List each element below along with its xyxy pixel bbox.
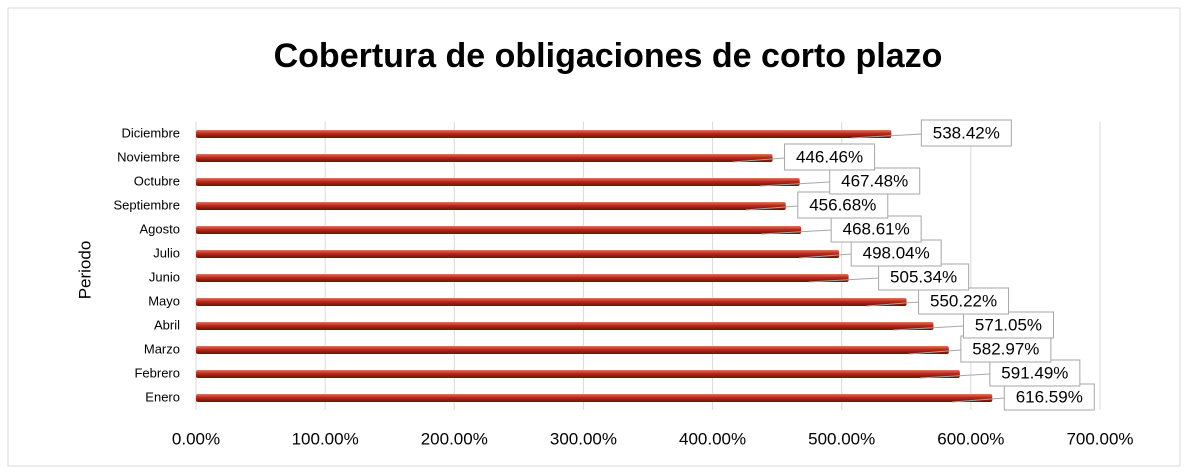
x-tick-label: 200.00%	[421, 429, 488, 448]
y-tick-label: Julio	[153, 245, 180, 260]
bar	[196, 130, 892, 138]
data-label-box	[962, 311, 1054, 339]
data-label: 467.48%	[841, 171, 908, 190]
y-tick-label: Noviembre	[117, 149, 180, 164]
x-tick-label: 700.00%	[1066, 429, 1133, 448]
leader-line	[851, 133, 922, 139]
y-tick-label: Febrero	[134, 365, 180, 380]
data-label: 571.05%	[975, 315, 1042, 334]
leader-line	[952, 397, 1005, 403]
y-tick-label: Agosto	[140, 221, 180, 236]
data-label: 505.34%	[890, 267, 957, 286]
y-tick-label: Junio	[149, 269, 180, 284]
leader-line	[919, 373, 990, 379]
y-tick-label: Mayo	[148, 293, 180, 308]
leader-line	[745, 205, 798, 211]
data-label-box	[850, 239, 942, 267]
data-label: 538.42%	[933, 123, 1000, 142]
data-label: 582.97%	[972, 339, 1039, 358]
bar	[196, 322, 934, 330]
y-tick-label: Octubre	[134, 173, 180, 188]
data-label: 616.59%	[1016, 387, 1083, 406]
data-label-box	[797, 191, 889, 219]
chart-frame	[7, 7, 1181, 467]
y-tick-label: Marzo	[144, 341, 180, 356]
leader-line	[799, 253, 852, 259]
data-label: 550.22%	[930, 291, 997, 310]
data-label-box	[918, 287, 1010, 315]
x-tick-label: 300.00%	[550, 429, 617, 448]
y-tick-label: Enero	[145, 389, 180, 404]
data-label-box	[920, 119, 1012, 147]
y-tick-label: Diciembre	[121, 125, 180, 140]
data-label-box	[829, 167, 921, 195]
leader-line	[908, 349, 961, 355]
x-tick-label: 600.00%	[937, 429, 1004, 448]
data-label-box	[830, 215, 922, 243]
data-label-box	[960, 335, 1052, 363]
bar	[196, 250, 840, 258]
chart-title: Cobertura de obligaciones de corto plazo	[274, 37, 943, 75]
y-axis-label: Periodo	[75, 241, 94, 300]
data-label: 456.68%	[809, 195, 876, 214]
leader-line	[759, 181, 830, 187]
data-label-box	[989, 359, 1081, 387]
bar	[196, 202, 786, 210]
data-label: 498.04%	[863, 243, 930, 262]
bar	[196, 178, 800, 186]
leader-line	[893, 325, 964, 331]
data-label-box	[784, 143, 876, 171]
data-label-box	[878, 263, 970, 291]
leader-line	[808, 277, 879, 283]
bar	[196, 154, 773, 162]
x-tick-label: 500.00%	[808, 429, 875, 448]
leader-line	[761, 229, 832, 235]
bar	[196, 346, 949, 354]
data-label: 446.46%	[796, 147, 863, 166]
data-label: 591.49%	[1001, 363, 1068, 382]
x-tick-label: 100.00%	[292, 429, 359, 448]
bar	[196, 298, 907, 306]
bar	[196, 226, 802, 234]
y-tick-label: Abril	[154, 317, 180, 332]
leader-line	[866, 301, 919, 307]
data-label-box	[1003, 383, 1095, 411]
x-tick-label: 0.00%	[172, 429, 220, 448]
bar	[196, 394, 993, 402]
bar	[196, 274, 849, 282]
x-tick-label: 400.00%	[679, 429, 746, 448]
bar	[196, 370, 960, 378]
leader-line	[732, 157, 785, 163]
data-label: 468.61%	[843, 219, 910, 238]
y-tick-label: Septiembre	[114, 197, 180, 212]
